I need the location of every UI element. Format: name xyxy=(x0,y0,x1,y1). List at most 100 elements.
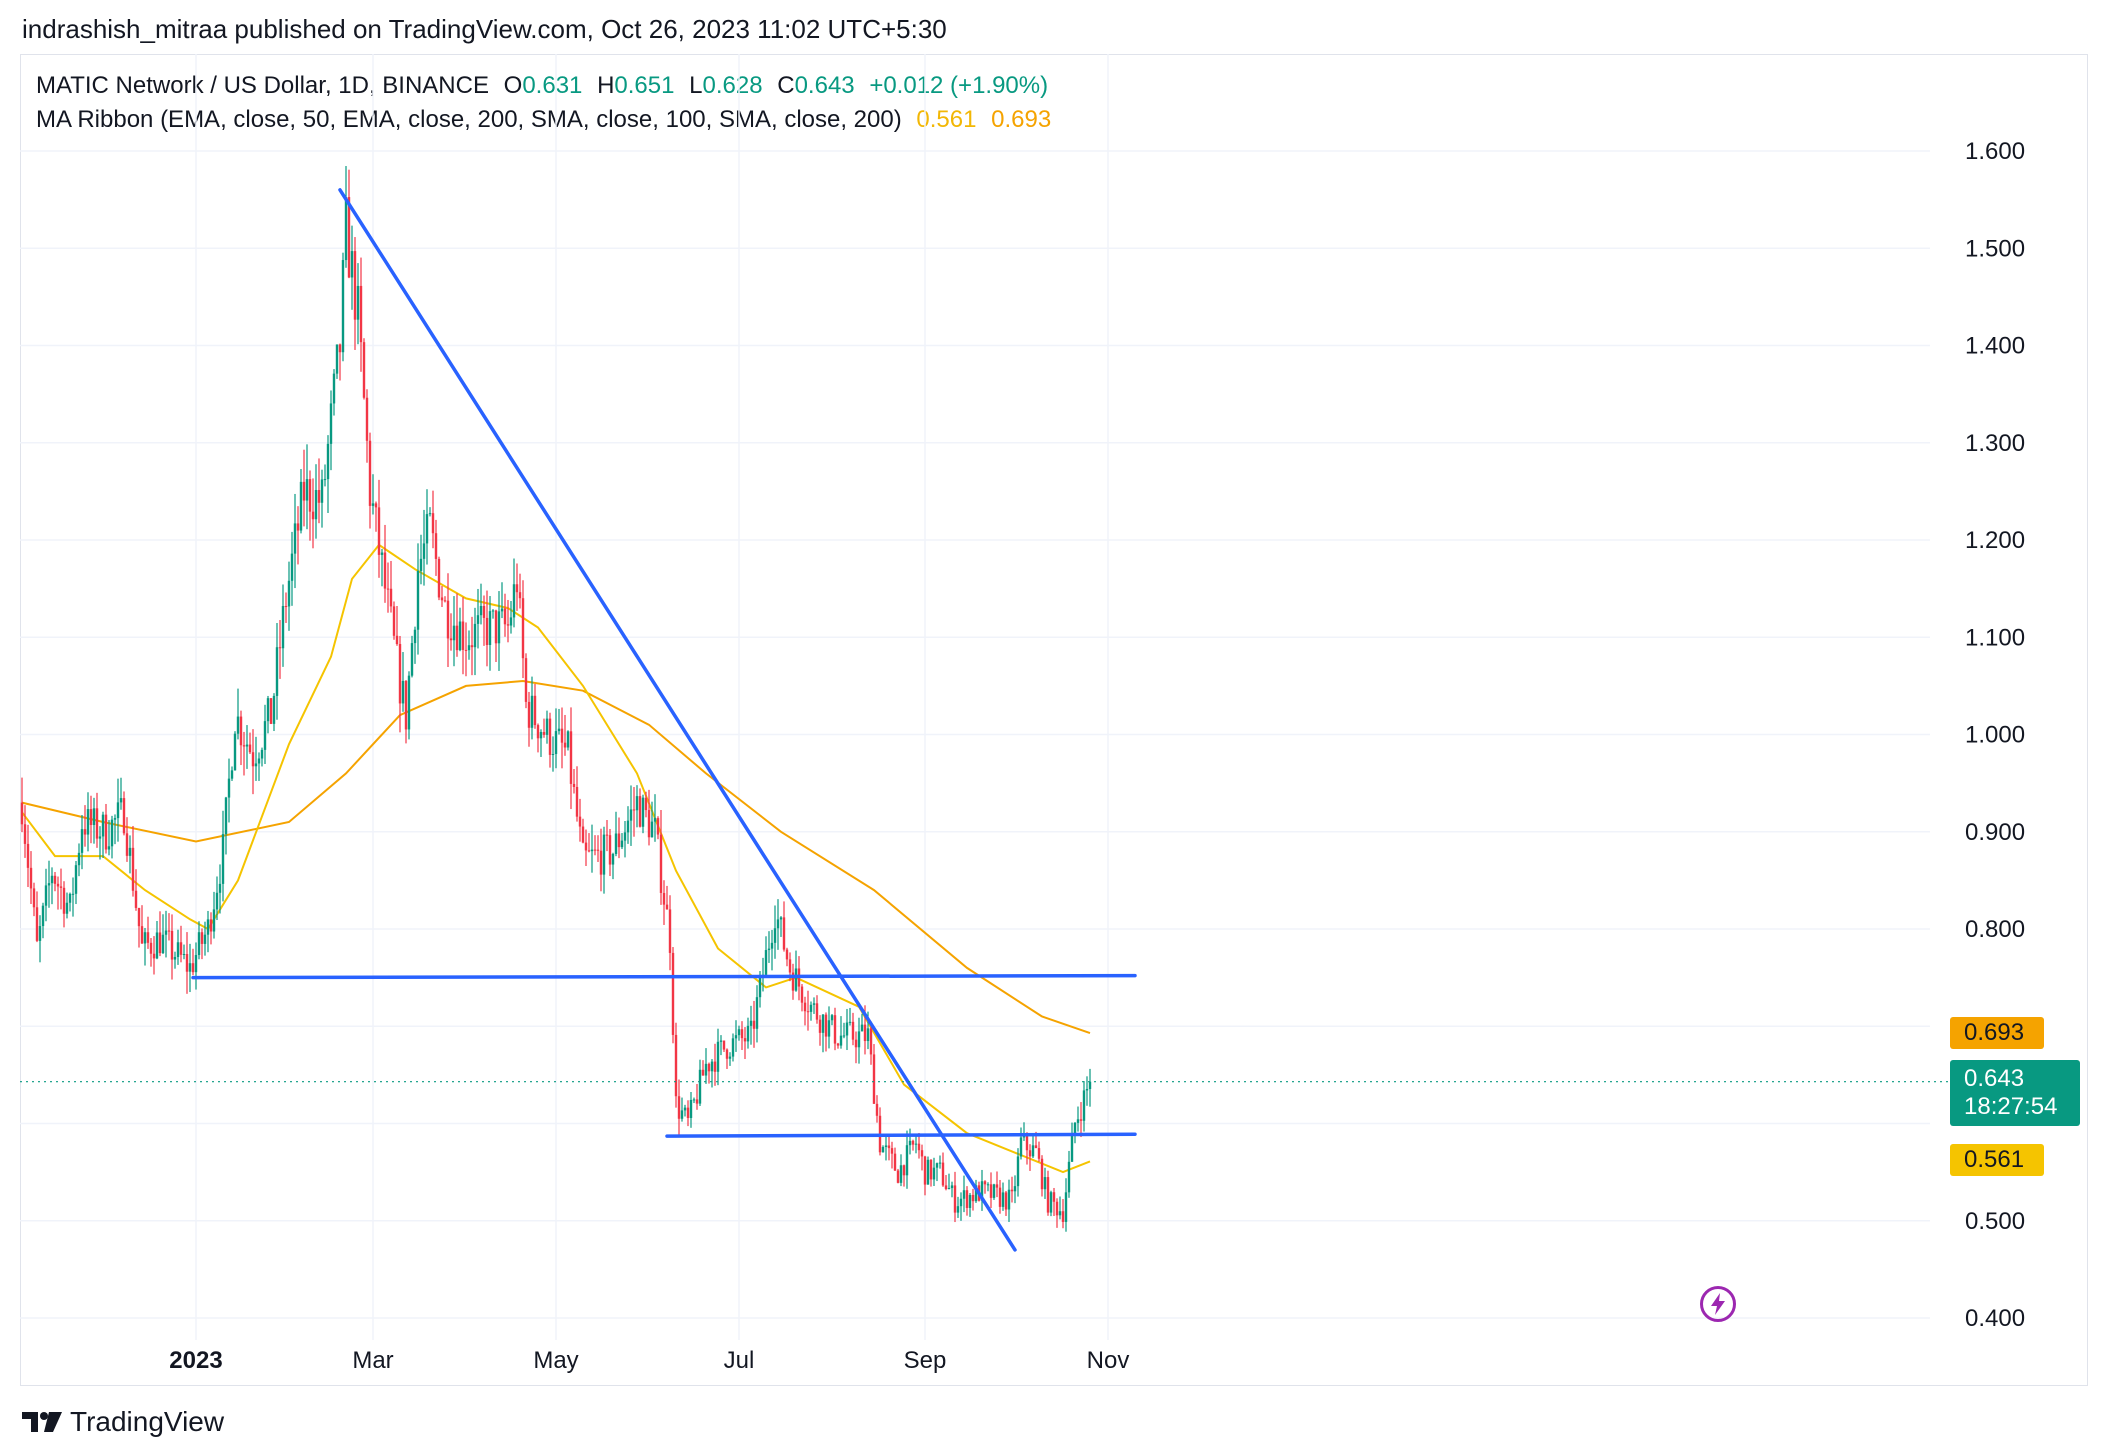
candle-body xyxy=(812,1003,816,1005)
candle-body xyxy=(338,344,342,353)
candle-body xyxy=(356,285,360,320)
candle-body xyxy=(695,1099,699,1104)
candle-body xyxy=(680,1110,684,1119)
candle-body xyxy=(536,725,540,739)
candle-body xyxy=(539,732,543,739)
candle-body xyxy=(1073,1122,1077,1135)
candle-body xyxy=(764,950,768,975)
candle-body xyxy=(284,606,288,608)
axes: 1.600 1.500 1.400 1.300 1.200 1.100 1.000 0.900… xyxy=(169,138,2025,1374)
candle-body xyxy=(770,942,774,949)
candle-body xyxy=(509,617,513,626)
candle-body xyxy=(308,479,312,512)
candle-body xyxy=(317,490,321,503)
candle-body xyxy=(143,932,147,944)
publisher-line: indrashish_mitraa published on TradingVi… xyxy=(22,14,947,44)
trendline-support-lower xyxy=(665,1132,1137,1138)
candle-body xyxy=(404,680,408,730)
trendlines[interactable] xyxy=(20,188,1948,1252)
candle-body xyxy=(965,1190,969,1208)
candle-body xyxy=(530,695,534,728)
candle-body xyxy=(113,818,117,820)
symbol-name[interactable]: MATIC Network / US Dollar, 1D, BINANCE xyxy=(36,72,489,99)
candle-body xyxy=(362,342,366,398)
candle-body xyxy=(668,909,672,953)
candle-body xyxy=(545,718,549,735)
x-tick-label: 2023 xyxy=(169,1347,222,1374)
candle-body xyxy=(740,1029,744,1039)
candle-body xyxy=(440,597,444,601)
candle-body xyxy=(359,285,363,343)
candle-body xyxy=(65,902,69,914)
candle-body xyxy=(167,930,171,932)
candle-body xyxy=(86,809,90,835)
candle-body xyxy=(83,829,87,835)
candle-body xyxy=(92,808,96,825)
candle-body xyxy=(218,883,222,893)
candle-body xyxy=(914,1143,918,1145)
candle-body xyxy=(74,865,78,894)
candle-body xyxy=(242,745,246,747)
candle-body xyxy=(830,1015,834,1021)
candle-body xyxy=(956,1206,960,1213)
candle-body xyxy=(1085,1088,1089,1091)
candle-body xyxy=(110,819,114,847)
candle-body xyxy=(290,553,294,581)
candle-body xyxy=(425,514,429,544)
candle-body xyxy=(146,932,150,943)
candle-body xyxy=(665,904,669,910)
candle-body xyxy=(602,834,606,875)
candle-body xyxy=(26,843,30,868)
lightning-icon[interactable] xyxy=(1700,1286,1736,1322)
candle-body xyxy=(470,645,474,648)
tradingview-logo-icon[interactable] xyxy=(22,1410,62,1434)
y-tick-label: 1.600 xyxy=(1965,138,2025,165)
candle-body xyxy=(164,930,168,935)
candle-body xyxy=(962,1190,966,1199)
candle-body xyxy=(632,809,636,811)
candle-body xyxy=(707,1063,711,1072)
candle-body xyxy=(131,847,135,891)
candle-body xyxy=(581,826,585,843)
candle-body xyxy=(944,1185,948,1190)
candle-body xyxy=(500,608,504,612)
candle-body xyxy=(713,1061,717,1072)
candle-body xyxy=(296,523,300,531)
candle-body xyxy=(803,1002,807,1012)
trendline-descending-resistance xyxy=(338,188,1017,1252)
candle-body xyxy=(1079,1119,1083,1121)
candle-body xyxy=(1013,1186,1017,1192)
candle-body xyxy=(185,954,189,972)
candle-body xyxy=(821,1014,825,1033)
candle-body xyxy=(461,621,465,650)
candle-body xyxy=(29,867,33,889)
candle-body xyxy=(263,721,267,750)
candle-body xyxy=(608,835,612,865)
candle-body xyxy=(203,934,207,944)
candle-body xyxy=(437,558,441,598)
candle-body xyxy=(1025,1134,1029,1151)
candle-body xyxy=(173,956,177,960)
candle-body xyxy=(950,1185,954,1189)
candle-body xyxy=(233,733,237,771)
candle-body xyxy=(893,1153,897,1171)
candle-body xyxy=(578,816,582,827)
candle-body xyxy=(656,818,660,835)
candle-body xyxy=(1001,1192,1005,1207)
candle-body xyxy=(323,479,327,481)
candle-body xyxy=(815,1003,819,1020)
candle-body xyxy=(212,909,216,932)
footer-brand[interactable]: TradingView xyxy=(70,1406,225,1437)
candle-body xyxy=(32,888,36,908)
candle-body xyxy=(38,926,42,941)
high-value: 0.651 xyxy=(614,72,675,99)
candle-body xyxy=(407,675,411,730)
candle-body xyxy=(380,552,384,555)
candle-body xyxy=(941,1162,945,1186)
candle-body xyxy=(986,1184,990,1186)
candle-body xyxy=(1064,1192,1068,1222)
ma-ribbon-label[interactable]: MA Ribbon (EMA, close, 50, EMA, close, 2… xyxy=(36,106,902,133)
candle-body xyxy=(782,917,786,950)
candles xyxy=(20,166,1092,1232)
